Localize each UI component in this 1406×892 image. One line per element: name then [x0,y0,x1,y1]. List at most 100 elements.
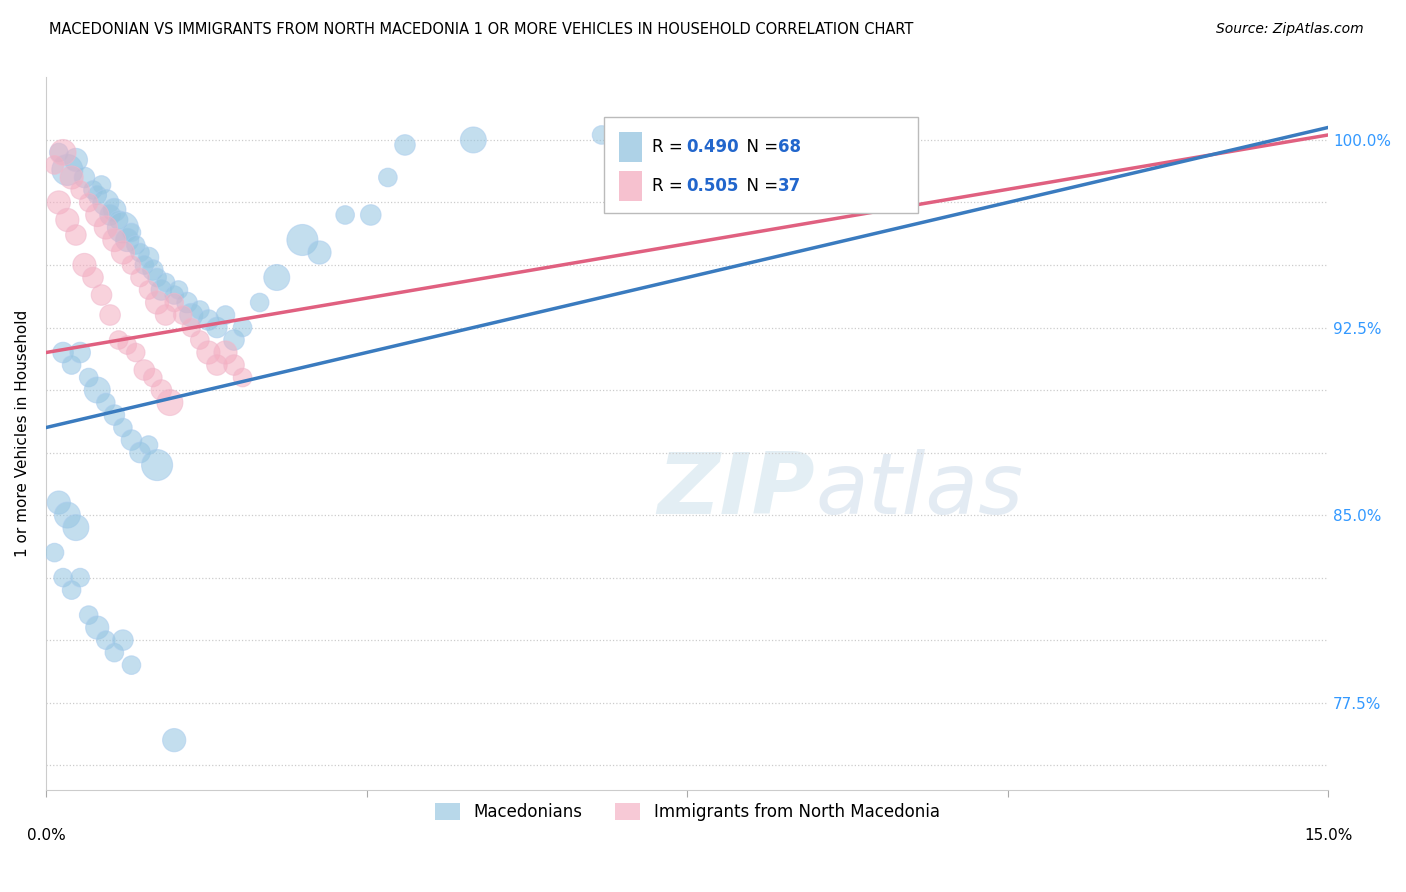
Point [377,170,399,185]
Point [125,345,148,359]
Point [120,433,142,447]
Point [142,263,165,277]
Point [111,245,134,260]
Point [394,138,416,153]
Point [176,295,198,310]
Point [60,583,83,598]
Point [159,395,181,409]
Text: atlas: atlas [815,450,1024,533]
Text: R =: R = [652,177,689,195]
Text: R =: R = [652,138,689,156]
Point [44,545,66,559]
Point [69,571,91,585]
Point [146,295,169,310]
Point [65,153,87,167]
Text: N =: N = [735,138,783,156]
Point [197,345,219,359]
Point [266,270,288,285]
Text: MACEDONIAN VS IMMIGRANTS FROM NORTH MACEDONIA 1 OR MORE VEHICLES IN HOUSEHOLD CO: MACEDONIAN VS IMMIGRANTS FROM NORTH MACE… [49,22,914,37]
Point [103,233,125,247]
Point [56,213,79,227]
Point [134,258,156,272]
Point [155,276,177,290]
Bar [619,133,643,162]
Text: 0.490: 0.490 [686,138,738,156]
Point [86,383,108,397]
Point [360,208,382,222]
Point [90,178,112,192]
Point [120,226,142,240]
Text: 37: 37 [778,177,801,195]
Point [172,308,194,322]
Point [115,233,138,247]
Point [214,308,236,322]
Point [77,370,100,384]
Bar [619,171,643,201]
Point [52,345,75,359]
Point [205,358,228,372]
Point [56,163,79,178]
Point [150,283,173,297]
Bar [603,117,918,213]
Point [222,358,245,372]
Point [333,208,356,222]
Point [463,133,485,147]
Point [188,303,211,318]
Point [180,308,202,322]
Point [120,658,142,673]
Point [94,195,117,210]
Point [60,358,83,372]
Text: Source: ZipAtlas.com: Source: ZipAtlas.com [1216,22,1364,37]
Point [103,408,125,422]
Point [111,633,134,648]
Point [232,320,254,334]
Point [107,213,129,227]
Point [138,438,160,452]
Point [94,633,117,648]
Point [232,370,254,384]
Point [98,208,121,222]
Point [249,295,271,310]
Text: N =: N = [735,177,783,195]
Y-axis label: 1 or more Vehicles in Household: 1 or more Vehicles in Household [15,310,30,558]
Point [138,251,160,265]
Point [77,608,100,623]
Point [52,145,75,160]
Point [163,295,186,310]
Point [60,170,83,185]
Point [214,345,236,359]
Point [188,333,211,347]
Point [146,458,169,472]
Point [111,220,134,235]
Point [69,345,91,359]
Point [48,195,70,210]
Point [44,158,66,172]
Point [65,227,87,242]
Text: 68: 68 [778,138,801,156]
Point [65,520,87,534]
Point [103,646,125,660]
Point [86,188,108,202]
Point [120,258,142,272]
Point [73,258,96,272]
Point [291,233,314,247]
Point [222,333,245,347]
Point [103,202,125,217]
Point [94,220,117,235]
Point [163,288,186,302]
Text: 15.0%: 15.0% [1303,828,1353,843]
Point [115,338,138,352]
Point [90,288,112,302]
Point [73,170,96,185]
Point [69,183,91,197]
Point [56,508,79,522]
Point [129,270,152,285]
Text: 0.0%: 0.0% [27,828,65,843]
Point [134,363,156,377]
Point [180,320,202,334]
Point [308,245,330,260]
Point [138,283,160,297]
Point [150,383,173,397]
Point [86,208,108,222]
Point [111,420,134,434]
